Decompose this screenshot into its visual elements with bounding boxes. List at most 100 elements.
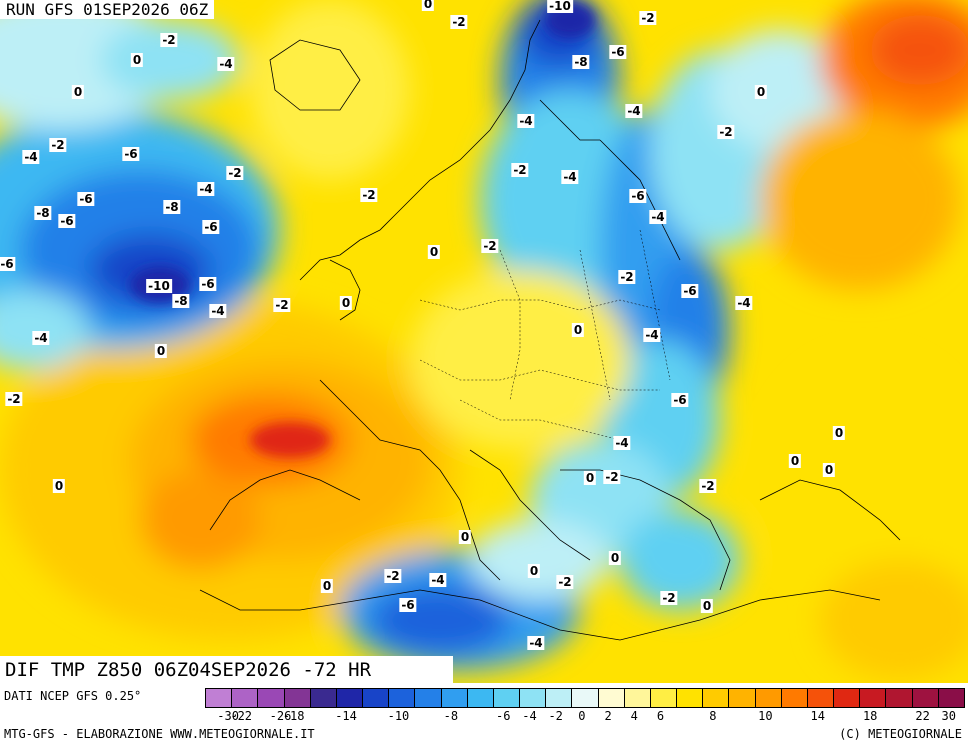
scale-tick-label: -22 <box>230 709 253 723</box>
isotherm-label: -2 <box>450 15 468 29</box>
isotherm-label: -8 <box>172 294 190 308</box>
isotherm-label: 0 <box>754 85 768 99</box>
isotherm-label: 0 <box>320 579 334 593</box>
isotherm-label: 0 <box>339 296 353 310</box>
isotherm-label: -6 <box>199 277 217 291</box>
scale-tick-label: 22 <box>915 709 930 723</box>
scale-swatch <box>938 689 964 707</box>
scale-tick-label: -6 <box>496 709 511 723</box>
field-title: DIF TMP Z850 06Z04SEP2026 -72 HR <box>0 656 453 684</box>
scale-swatch <box>546 689 573 707</box>
scale-tick-label: -30 <box>217 709 239 723</box>
isotherm-label: -4 <box>561 170 579 184</box>
isotherm-label: -2 <box>556 575 574 589</box>
isotherm-label: 0 <box>527 564 541 578</box>
scale-swatch <box>310 689 337 707</box>
isotherm-label: 0 <box>583 471 597 485</box>
isotherm-label: -2 <box>273 298 291 312</box>
isotherm-label: -2 <box>226 166 244 180</box>
scale-swatch <box>650 689 678 707</box>
isotherm-label: -2 <box>660 591 678 605</box>
isotherm-label: -4 <box>527 636 545 650</box>
scale-tick-label: 10 <box>758 709 773 723</box>
borders <box>419 229 671 441</box>
scale-tick-label: -18 <box>282 709 305 723</box>
isotherm-label: -6 <box>77 192 95 206</box>
scale-swatch <box>598 689 625 707</box>
scale-swatch <box>729 689 756 707</box>
scale-tick-label: -26 <box>269 709 292 723</box>
isotherm-label: -2 <box>699 479 717 493</box>
scale-swatch <box>624 689 651 707</box>
scale-tick-label: 6 <box>656 709 665 723</box>
scale-swatch <box>467 689 494 707</box>
isotherm-label: -4 <box>649 210 667 224</box>
isotherm-label: -4 <box>643 328 661 342</box>
isotherm-label: -4 <box>217 57 235 71</box>
isotherm-label: -6 <box>122 147 140 161</box>
scale-swatch <box>703 689 730 707</box>
isotherm-label: 0 <box>571 323 585 337</box>
isotherm-label: -4 <box>197 182 215 196</box>
scale-swatch <box>363 689 390 707</box>
isotherm-label: -4 <box>613 436 631 450</box>
isotherm-label: 0 <box>71 85 85 99</box>
isotherm-label: 0 <box>608 551 622 565</box>
isotherm-label: -2 <box>481 239 499 253</box>
isotherm-label: -2 <box>49 138 67 152</box>
scale-swatch <box>572 689 599 707</box>
isotherm-label: -6 <box>671 393 689 407</box>
isotherm-label: 0 <box>458 530 472 544</box>
isotherm-label: -8 <box>163 200 181 214</box>
scale-tick-label: -8 <box>443 709 459 723</box>
isotherm-label: -2 <box>511 163 529 177</box>
scale-tick-label: -10 <box>387 709 410 723</box>
scale-swatch <box>389 689 416 707</box>
scale-swatch <box>807 689 835 707</box>
isotherm-label: -2 <box>360 188 378 202</box>
isotherm-label: -8 <box>572 55 590 69</box>
isotherm-label: -6 <box>629 189 647 203</box>
scale-tick-label: 14 <box>810 709 825 723</box>
isotherm-label: -6 <box>202 220 220 234</box>
data-source: DATI NCEP GFS 0.25° <box>4 689 142 703</box>
scale-swatch <box>834 689 861 707</box>
isotherm-label: -4 <box>735 296 753 310</box>
color-scale <box>205 688 965 708</box>
scale-tick-label: -14 <box>335 709 357 723</box>
scale-swatch <box>206 689 233 707</box>
isotherm-label: 0 <box>822 463 836 477</box>
copyright-text: (C) METEOGIORNALE <box>839 727 962 741</box>
run-info: RUN GFS 01SEP2026 06Z <box>0 0 215 19</box>
isotherm-label: -2 <box>639 11 657 25</box>
scale-swatch <box>493 689 521 707</box>
isotherm-label: -10 <box>547 0 573 13</box>
isotherm-label: -8 <box>34 206 52 220</box>
isotherm-label: -6 <box>609 45 627 59</box>
scale-tick-label: 30 <box>941 709 957 723</box>
isotherm-label: 0 <box>421 0 435 11</box>
isotherm-label: -6 <box>58 214 76 228</box>
isotherm-label: 0 <box>832 426 846 440</box>
isotherm-label: -2 <box>603 470 621 484</box>
isotherm-label: 0 <box>154 344 168 358</box>
isotherm-label: -10 <box>146 279 172 293</box>
scale-swatch <box>886 689 913 707</box>
isotherm-label: -6 <box>681 284 699 298</box>
isotherm-label: -6 <box>0 257 16 271</box>
isotherm-label: -2 <box>384 569 402 583</box>
isotherm-label: -2 <box>5 392 23 406</box>
scale-swatch <box>781 689 808 707</box>
scale-swatch <box>336 689 364 707</box>
isotherm-label: -4 <box>22 150 40 164</box>
isotherm-label: -4 <box>429 573 447 587</box>
isotherm-label: -4 <box>517 114 535 128</box>
scale-swatch <box>232 689 259 707</box>
scale-swatch <box>520 689 547 707</box>
isotherm-label: -2 <box>160 33 178 47</box>
scale-swatch <box>912 689 939 707</box>
scale-tick-label: 2 <box>604 709 612 723</box>
scale-swatch <box>284 689 311 707</box>
scale-swatch <box>441 689 468 707</box>
scale-tick-label: -4 <box>522 709 537 723</box>
